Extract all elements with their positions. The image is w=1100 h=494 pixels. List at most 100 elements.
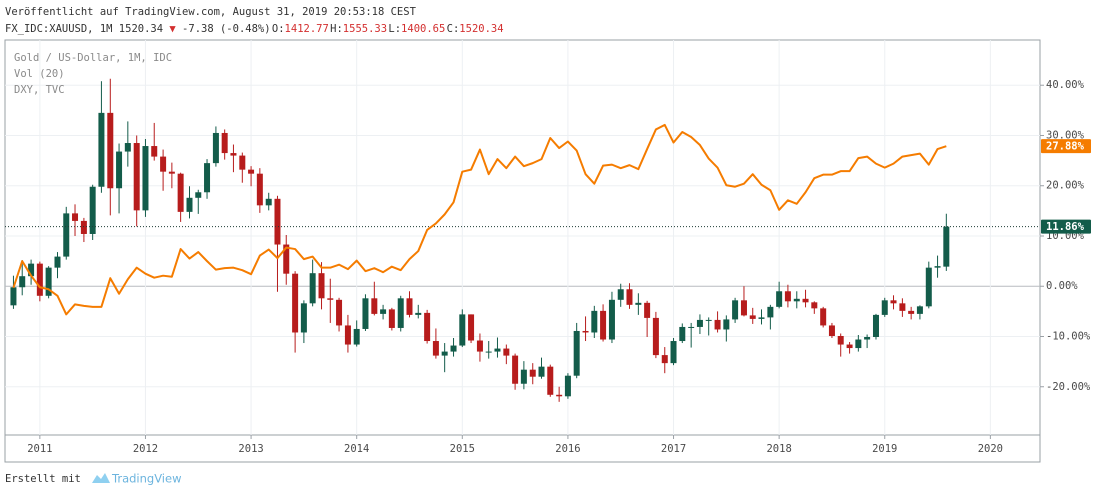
candle-body	[186, 197, 193, 212]
candle-body	[432, 341, 439, 356]
candle-body	[696, 319, 703, 327]
candle-body	[600, 310, 607, 340]
x-tick-label: 2012	[133, 443, 158, 455]
candle-body	[336, 299, 343, 326]
candle-body	[723, 319, 730, 330]
price-tag-label: 27.88%	[1046, 141, 1085, 153]
candle-body	[582, 330, 589, 333]
candle-body	[899, 303, 906, 311]
y-tick-label: 40.00%	[1046, 79, 1085, 91]
candle-body	[811, 302, 818, 309]
candle-body	[556, 394, 563, 397]
candle-body	[415, 312, 422, 315]
candle-body	[327, 298, 334, 300]
candle-body	[397, 298, 404, 328]
change: -7.38 (-0.48%)	[182, 23, 271, 35]
legend-indicator: Vol (20)	[14, 68, 65, 80]
low-value: 1400.65	[401, 23, 445, 35]
candle-body	[793, 298, 800, 302]
high-label: H:	[330, 23, 343, 35]
candle-body	[934, 266, 941, 268]
candle-body	[45, 267, 52, 296]
candle-body	[10, 287, 17, 306]
candle-body	[617, 289, 624, 300]
candle-body	[151, 146, 158, 157]
candle-body	[160, 156, 167, 172]
candle-body	[388, 309, 395, 328]
candle-body	[749, 315, 756, 319]
candle-body	[608, 299, 615, 340]
candle-body	[300, 303, 307, 333]
candle-body	[573, 330, 580, 376]
candle-body	[424, 312, 431, 342]
legend-main: Gold / US-Dollar, 1M, IDC	[14, 52, 172, 64]
candle-body	[309, 273, 316, 304]
candle-body	[54, 256, 61, 268]
candle-body	[503, 348, 510, 356]
candle-body	[485, 351, 492, 353]
candle-body	[776, 291, 783, 307]
candle-body	[362, 298, 369, 329]
dxy-line	[12, 123, 947, 316]
candle-body	[36, 263, 43, 296]
high-value: 1555.33	[343, 23, 387, 35]
candle-body	[538, 366, 545, 377]
candle-body	[784, 291, 791, 302]
candle-body	[28, 263, 35, 277]
candle-body	[714, 319, 721, 330]
candle-body	[635, 302, 642, 305]
open-value: 1412.77	[285, 23, 329, 35]
candle-body	[107, 112, 114, 189]
candle-body	[670, 341, 677, 364]
marks	[5, 78, 1040, 402]
candle-body	[652, 317, 659, 356]
candle-body	[212, 132, 219, 164]
y-tick-label: 30.00%	[1046, 129, 1085, 141]
candle-body	[63, 213, 70, 257]
candle-body	[98, 112, 105, 187]
candle-body	[688, 326, 695, 328]
candle-body	[239, 155, 246, 170]
candle-body	[256, 173, 263, 206]
price-tag	[1041, 219, 1091, 234]
candle-body	[283, 244, 290, 274]
x-tick-label: 2020	[978, 443, 1003, 455]
candle-body	[864, 337, 871, 340]
candle-body	[248, 169, 255, 174]
x-tick-label: 2017	[661, 443, 686, 455]
footer-logo: TradingView	[92, 472, 181, 486]
candle-body	[177, 173, 184, 212]
candle-body	[204, 163, 211, 193]
open-label: O:	[272, 23, 285, 35]
candle-body	[520, 369, 527, 384]
candle-body	[943, 226, 950, 267]
candle-body	[846, 344, 853, 349]
candle-body	[512, 355, 519, 384]
x-tick-label: 2014	[344, 443, 369, 455]
x-tick-label: 2019	[872, 443, 897, 455]
x-tick-label: 2016	[555, 443, 580, 455]
candle-body	[644, 302, 651, 318]
price-tag	[1041, 139, 1091, 154]
candle-body	[591, 310, 598, 333]
candle-body	[371, 298, 378, 314]
candle-body	[547, 366, 554, 395]
candle-body	[908, 310, 915, 314]
candle-body	[142, 146, 149, 211]
candle-body	[292, 273, 299, 333]
x-tick-label: 2013	[238, 443, 263, 455]
symbol-line: FX_IDC:XAUUSD, 1M 1520.34 ▼ -7.38 (-0.48…	[5, 23, 504, 35]
legend-compare: DXY, TVC	[14, 84, 65, 96]
candle-body	[916, 306, 923, 314]
y-tick-label: 20.00%	[1046, 180, 1085, 192]
candle-body	[450, 345, 457, 352]
close-value: 1520.34	[459, 23, 503, 35]
candle-body	[230, 153, 237, 156]
candle-body	[344, 325, 351, 345]
footer-brand: TradingView	[111, 472, 181, 486]
candle-body	[133, 143, 140, 211]
published-line: Veröffentlicht auf TradingView.com, Augu…	[5, 6, 417, 18]
symbol: FX_IDC:XAUUSD, 1M	[5, 23, 112, 35]
candle-body	[380, 309, 387, 314]
candle-body	[72, 213, 79, 221]
